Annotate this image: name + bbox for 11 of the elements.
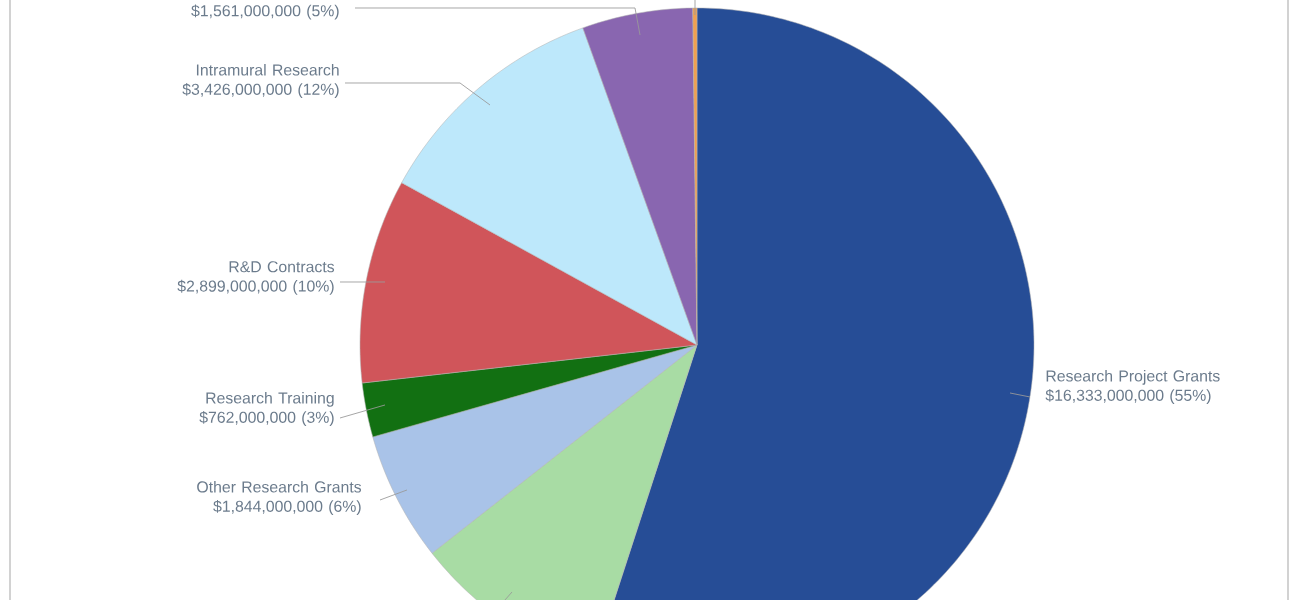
data-label: $1,844,000,000 (6%) xyxy=(213,500,361,516)
slice-label: Intramural Research xyxy=(196,63,339,76)
data-label: $3,426,000,000 (12%) xyxy=(182,83,339,99)
data-label: $2,899,000,000 (10%) xyxy=(177,279,334,295)
slice-label: R&D Contracts xyxy=(229,261,335,273)
slice-label: Other Research Grants xyxy=(197,480,362,493)
slice-label: Research Training xyxy=(206,391,334,407)
data-label: $16,333,000,000 (55%) xyxy=(1045,389,1211,405)
slice-label: Research Project Grants xyxy=(1046,369,1220,385)
data-label: $1,561,000,000 (5%) xyxy=(191,4,339,20)
data-label: $762,000,000 (3%) xyxy=(199,411,334,427)
